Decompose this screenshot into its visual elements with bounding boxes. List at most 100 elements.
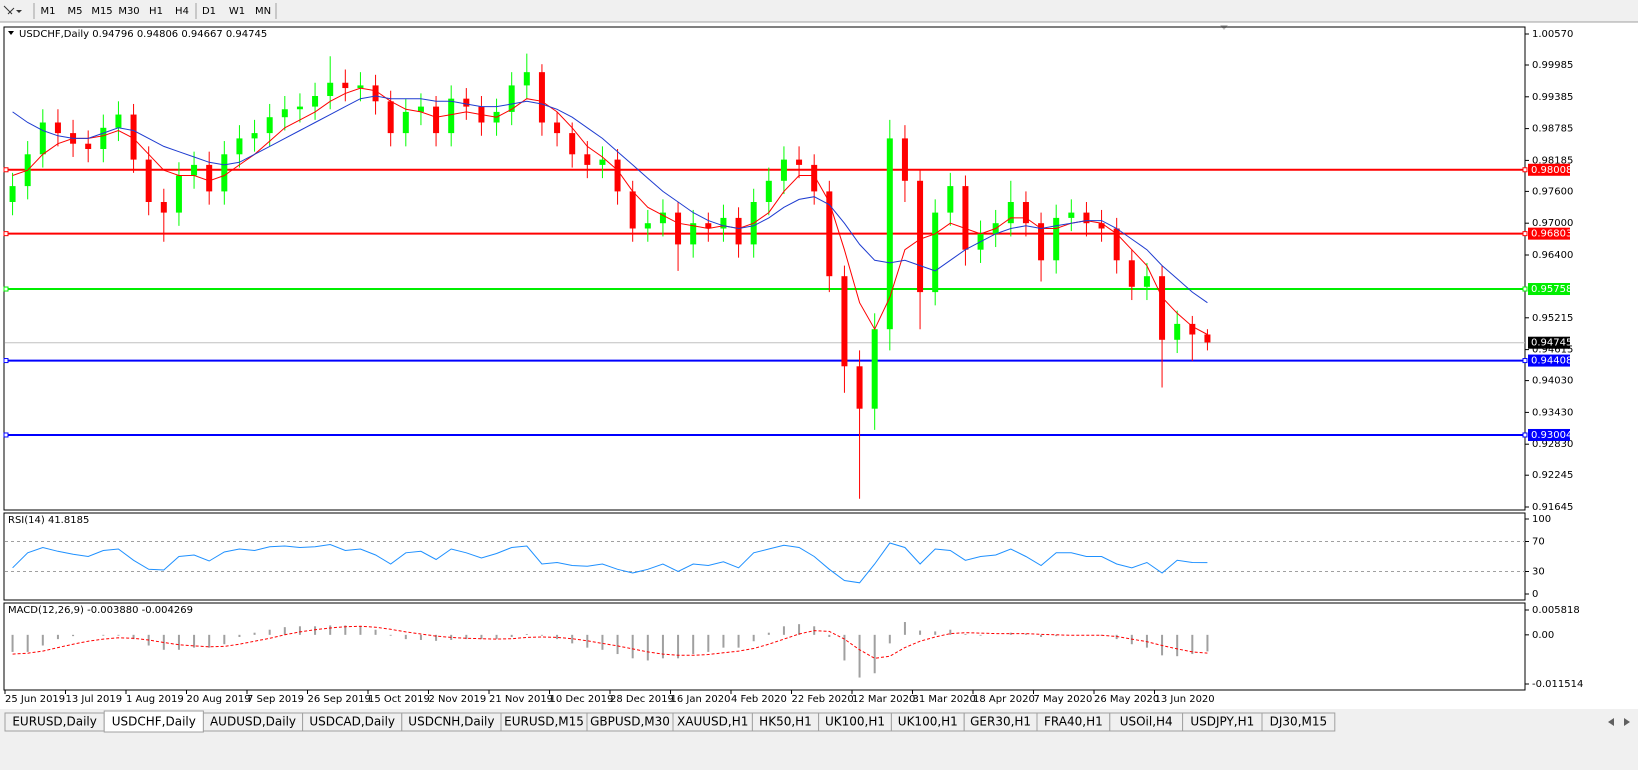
macd-histogram-bar	[661, 634, 664, 659]
chart-tab-label[interactable]: EURUSD,Daily	[12, 715, 97, 729]
macd-histogram-bar	[798, 624, 801, 635]
macd-histogram-bar	[919, 630, 922, 635]
level-handle[interactable]	[1522, 432, 1528, 438]
y-tick-label: 0.005818	[1532, 605, 1580, 616]
level-handle[interactable]	[3, 432, 9, 438]
macd-histogram-bar	[193, 634, 196, 648]
timeframe-button[interactable]: M1	[41, 6, 56, 17]
timeframe-button[interactable]: D1	[202, 6, 216, 17]
macd-histogram-bar	[752, 634, 755, 642]
x-tick-label: 12 Mar 2020	[852, 694, 915, 705]
level-handle[interactable]	[1522, 231, 1528, 237]
level-handle[interactable]	[3, 167, 9, 173]
candle-body	[705, 223, 712, 229]
y-tick-label: 0.99385	[1532, 92, 1573, 103]
macd-histogram-bar	[873, 634, 876, 674]
chart-tab[interactable]	[1261, 712, 1336, 732]
candle-body	[236, 138, 243, 155]
chart-tab-label[interactable]: AUDUSD,Daily	[210, 715, 296, 729]
candle-body	[826, 191, 833, 277]
candle-body	[221, 154, 228, 192]
x-tick-label: 1 Aug 2019	[126, 694, 184, 705]
candle-body	[962, 186, 969, 250]
candle-body	[1189, 323, 1196, 335]
candle-body	[841, 276, 848, 367]
candle-body	[1007, 202, 1014, 224]
candle-body	[659, 212, 666, 224]
chart-tab-label[interactable]: XAUUSD,H1	[677, 715, 748, 729]
level-badge-label: 0.96803	[1531, 229, 1572, 240]
timeframe-button[interactable]: M15	[91, 6, 112, 17]
chart-tab-label[interactable]: USDJPY,H1	[1190, 715, 1254, 729]
x-tick-label: 26 May 2020	[1094, 694, 1159, 705]
y-tick-label: 0.99985	[1532, 60, 1573, 71]
chart-tab-label[interactable]: GBPUSD,M30	[590, 715, 670, 729]
chart-tab-label[interactable]: EURUSD,M15	[504, 715, 584, 729]
candle-body	[1053, 217, 1060, 261]
level-handle[interactable]	[1522, 167, 1528, 173]
chart-tab-label[interactable]: UK100,H1	[898, 715, 958, 729]
timeframe-button[interactable]: H4	[175, 6, 189, 17]
x-tick-label: 13 Jul 2019	[66, 694, 123, 705]
timeframe-button[interactable]: H1	[149, 6, 163, 17]
macd-histogram-bar	[177, 634, 180, 650]
candle-body	[614, 159, 621, 192]
x-tick-label: 2 Nov 2019	[429, 694, 487, 705]
candle-body	[115, 114, 122, 128]
chart-tab-label[interactable]: GER30,H1	[970, 715, 1031, 729]
level-handle[interactable]	[3, 231, 9, 237]
toolbar-icon[interactable]	[3, 5, 15, 15]
y-tick-label: 100	[1532, 514, 1551, 525]
tab-scroll-right[interactable]	[1624, 718, 1630, 726]
x-tick-label: 7 May 2020	[1034, 694, 1093, 705]
macd-histogram-bar	[374, 629, 377, 635]
chart-tab-label[interactable]: FRA40,H1	[1044, 715, 1103, 729]
level-badge-label: 0.98008	[1531, 165, 1572, 176]
macd-histogram-bar	[510, 634, 513, 637]
indicator-pane	[3, 26, 1526, 511]
level-handle[interactable]	[1522, 358, 1528, 364]
tab-scroll-left[interactable]	[1608, 718, 1614, 726]
candle-body	[54, 122, 61, 134]
x-tick-label: 7 Sep 2019	[247, 694, 304, 705]
candle-body	[1204, 334, 1211, 343]
level-badge	[1528, 354, 1570, 367]
y-tick-label: 0.00	[1532, 630, 1554, 641]
chart-tab-label[interactable]: DJ30,M15	[1270, 715, 1328, 729]
y-tick-label: 1.00570	[1532, 29, 1573, 40]
chart-tab-label[interactable]: USDCHF,Daily	[112, 715, 196, 729]
chart-tab-label[interactable]: USOil,H4	[1120, 715, 1173, 729]
macd-histogram-bar	[586, 634, 589, 648]
x-tick-label: 20 Aug 2019	[187, 694, 251, 705]
macd-histogram-bar	[56, 634, 59, 640]
candle-body	[811, 164, 818, 192]
y-tick-label: 0.93430	[1532, 407, 1573, 418]
level-badge	[1528, 428, 1570, 441]
timeframe-button[interactable]: M5	[68, 6, 83, 17]
symbol-menu-icon[interactable]	[8, 31, 14, 35]
toolbar-dropdown[interactable]	[16, 10, 22, 13]
macd-histogram-bar	[949, 629, 952, 635]
y-tick-label: -0.011514	[1532, 679, 1583, 690]
candle-body	[433, 106, 440, 134]
candle-body	[296, 106, 303, 110]
level-handle[interactable]	[3, 358, 9, 364]
macd-histogram-bar	[556, 634, 559, 640]
toolbar	[0, 0, 1638, 22]
moving-average-line	[12, 87, 1208, 335]
chart-tab-label[interactable]: USDCAD,Daily	[309, 715, 395, 729]
chart-tab-label[interactable]: UK100,H1	[825, 715, 885, 729]
timeframe-button[interactable]: M30	[118, 6, 139, 17]
level-handle[interactable]	[1522, 286, 1528, 292]
chart-tab-label[interactable]: HK50,H1	[759, 715, 812, 729]
macd-histogram-bar	[419, 634, 422, 640]
chart-tab-label[interactable]: USDCNH,Daily	[408, 715, 494, 729]
candle-body	[917, 180, 924, 293]
x-tick-label: 13 Jun 2020	[1155, 694, 1215, 705]
timeframe-button[interactable]: MN	[255, 6, 271, 17]
moving-average-line	[12, 95, 1208, 304]
macd-histogram-bar	[314, 626, 317, 635]
macd-histogram-bar	[1009, 632, 1012, 635]
level-handle[interactable]	[3, 286, 9, 292]
timeframe-button[interactable]: W1	[229, 6, 245, 17]
